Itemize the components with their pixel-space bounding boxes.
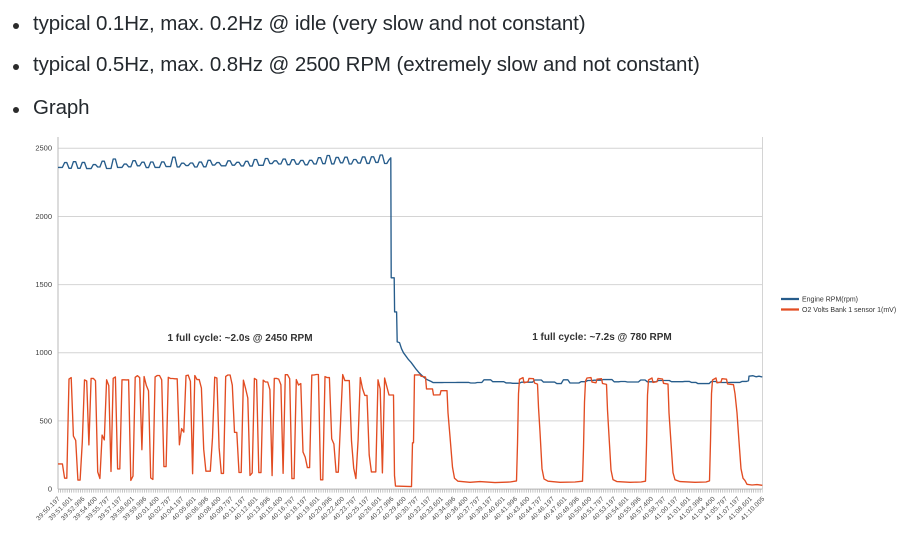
svg-text:O2 Volts Bank 1 sensor 1(mV): O2 Volts Bank 1 sensor 1(mV) (802, 307, 896, 314)
svg-text:2000: 2000 (35, 212, 52, 221)
svg-text:1 full cycle: ~7.2s @ 780 RPM: 1 full cycle: ~7.2s @ 780 RPM (532, 332, 672, 343)
svg-text:2500: 2500 (35, 144, 52, 153)
svg-text:1 full cycle: ~2.0s @ 2450 RPM: 1 full cycle: ~2.0s @ 2450 RPM (167, 333, 312, 344)
svg-text:Engine RPM(rpm): Engine RPM(rpm) (802, 297, 858, 304)
svg-text:500: 500 (39, 416, 52, 425)
svg-text:1000: 1000 (35, 348, 52, 357)
svg-text:1500: 1500 (35, 280, 52, 289)
svg-text:0: 0 (48, 485, 52, 494)
